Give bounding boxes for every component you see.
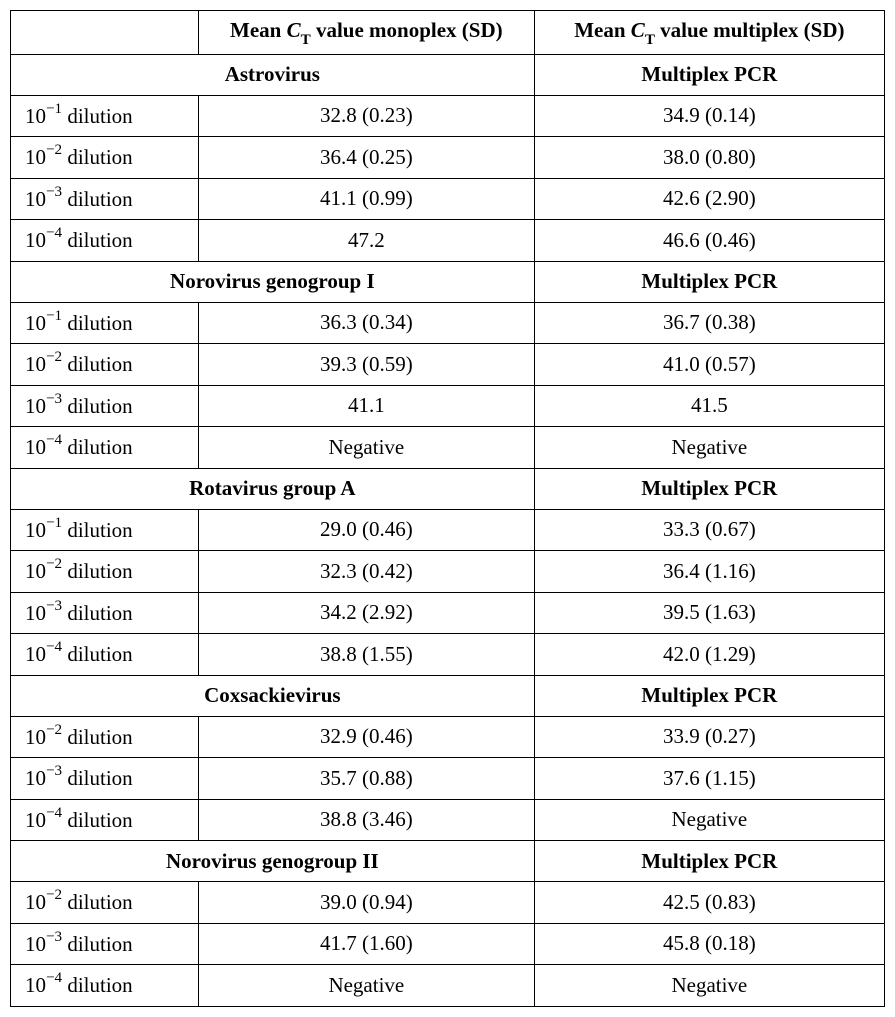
multiplex-cell: 38.0 (0.80) — [534, 137, 884, 179]
monoplex-cell: 38.8 (3.46) — [198, 799, 534, 841]
dilution-cell: 10−3 dilution — [11, 923, 199, 965]
multiplex-cell: 36.7 (0.38) — [534, 302, 884, 344]
dilution-cell: 10−2 dilution — [11, 137, 199, 179]
section-row: AstrovirusMultiplex PCR — [11, 54, 885, 95]
table-row: 10−4 dilution47.246.6 (0.46) — [11, 220, 885, 262]
table-row: 10−1 dilution36.3 (0.34)36.7 (0.38) — [11, 302, 885, 344]
monoplex-cell: 32.3 (0.42) — [198, 551, 534, 593]
monoplex-cell: 38.8 (1.55) — [198, 634, 534, 676]
section-label-right: Multiplex PCR — [534, 468, 884, 509]
section-label-right: Multiplex PCR — [534, 841, 884, 882]
multiplex-cell: Negative — [534, 799, 884, 841]
table-row: 10−4 dilutionNegativeNegative — [11, 427, 885, 469]
dilution-cell: 10−3 dilution — [11, 758, 199, 800]
multiplex-cell: 45.8 (0.18) — [534, 923, 884, 965]
monoplex-cell: 41.1 — [198, 385, 534, 427]
multiplex-cell: 46.6 (0.46) — [534, 220, 884, 262]
multiplex-cell: 33.9 (0.27) — [534, 716, 884, 758]
table-row: 10−2 dilution32.9 (0.46)33.9 (0.27) — [11, 716, 885, 758]
monoplex-cell: 32.8 (0.23) — [198, 95, 534, 137]
dilution-cell: 10−4 dilution — [11, 634, 199, 676]
table-row: 10−3 dilution41.7 (1.60)45.8 (0.18) — [11, 923, 885, 965]
table-row: 10−1 dilution32.8 (0.23)34.9 (0.14) — [11, 95, 885, 137]
section-label-left: Norovirus genogroup I — [11, 261, 535, 302]
dilution-cell: 10−1 dilution — [11, 95, 199, 137]
table-row: 10−3 dilution41.1 (0.99)42.6 (2.90) — [11, 178, 885, 220]
monoplex-cell: 34.2 (2.92) — [198, 592, 534, 634]
section-row: CoxsackievirusMultiplex PCR — [11, 675, 885, 716]
multiplex-cell: 36.4 (1.16) — [534, 551, 884, 593]
monoplex-cell: Negative — [198, 965, 534, 1007]
multiplex-cell: 33.3 (0.67) — [534, 509, 884, 551]
section-label-right: Multiplex PCR — [534, 54, 884, 95]
multiplex-cell: Negative — [534, 965, 884, 1007]
monoplex-cell: 36.4 (0.25) — [198, 137, 534, 179]
table-row: 10−2 dilution32.3 (0.42)36.4 (1.16) — [11, 551, 885, 593]
monoplex-cell: 32.9 (0.46) — [198, 716, 534, 758]
dilution-cell: 10−4 dilution — [11, 427, 199, 469]
section-row: Rotavirus group AMultiplex PCR — [11, 468, 885, 509]
section-label-left: Norovirus genogroup II — [11, 841, 535, 882]
section-label-right: Multiplex PCR — [534, 675, 884, 716]
section-row: Norovirus genogroup IMultiplex PCR — [11, 261, 885, 302]
monoplex-cell: 39.3 (0.59) — [198, 344, 534, 386]
multiplex-cell: 37.6 (1.15) — [534, 758, 884, 800]
dilution-cell: 10−3 dilution — [11, 592, 199, 634]
dilution-cell: 10−3 dilution — [11, 385, 199, 427]
header-row: Mean CT value monoplex (SD)Mean CT value… — [11, 11, 885, 55]
monoplex-cell: 41.1 (0.99) — [198, 178, 534, 220]
dilution-cell: 10−3 dilution — [11, 178, 199, 220]
section-label-left: Rotavirus group A — [11, 468, 535, 509]
multiplex-cell: 41.5 — [534, 385, 884, 427]
dilution-cell: 10−1 dilution — [11, 509, 199, 551]
table-row: 10−4 dilution38.8 (3.46)Negative — [11, 799, 885, 841]
dilution-cell: 10−2 dilution — [11, 716, 199, 758]
section-label-left: Coxsackievirus — [11, 675, 535, 716]
multiplex-cell: 42.6 (2.90) — [534, 178, 884, 220]
multiplex-cell: 39.5 (1.63) — [534, 592, 884, 634]
monoplex-cell: 29.0 (0.46) — [198, 509, 534, 551]
monoplex-cell: 47.2 — [198, 220, 534, 262]
table-row: 10−1 dilution29.0 (0.46)33.3 (0.67) — [11, 509, 885, 551]
dilution-cell: 10−2 dilution — [11, 344, 199, 386]
monoplex-cell: Negative — [198, 427, 534, 469]
monoplex-cell: 36.3 (0.34) — [198, 302, 534, 344]
dilution-cell: 10−4 dilution — [11, 965, 199, 1007]
pcr-data-table: Mean CT value monoplex (SD)Mean CT value… — [10, 10, 885, 1007]
multiplex-cell: 34.9 (0.14) — [534, 95, 884, 137]
monoplex-cell: 41.7 (1.60) — [198, 923, 534, 965]
table-row: 10−4 dilutionNegativeNegative — [11, 965, 885, 1007]
header-multiplex: Mean CT value multiplex (SD) — [534, 11, 884, 55]
header-monoplex: Mean CT value monoplex (SD) — [198, 11, 534, 55]
multiplex-cell: 41.0 (0.57) — [534, 344, 884, 386]
table-row: 10−3 dilution35.7 (0.88)37.6 (1.15) — [11, 758, 885, 800]
table-row: 10−4 dilution38.8 (1.55)42.0 (1.29) — [11, 634, 885, 676]
table-row: 10−2 dilution36.4 (0.25)38.0 (0.80) — [11, 137, 885, 179]
section-label-left: Astrovirus — [11, 54, 535, 95]
dilution-cell: 10−4 dilution — [11, 799, 199, 841]
header-blank — [11, 11, 199, 55]
dilution-cell: 10−2 dilution — [11, 551, 199, 593]
table-row: 10−3 dilution41.141.5 — [11, 385, 885, 427]
dilution-cell: 10−4 dilution — [11, 220, 199, 262]
dilution-cell: 10−1 dilution — [11, 302, 199, 344]
section-label-right: Multiplex PCR — [534, 261, 884, 302]
table-row: 10−2 dilution39.3 (0.59)41.0 (0.57) — [11, 344, 885, 386]
multiplex-cell: 42.0 (1.29) — [534, 634, 884, 676]
multiplex-cell: Negative — [534, 427, 884, 469]
table-row: 10−3 dilution34.2 (2.92)39.5 (1.63) — [11, 592, 885, 634]
monoplex-cell: 35.7 (0.88) — [198, 758, 534, 800]
section-row: Norovirus genogroup IIMultiplex PCR — [11, 841, 885, 882]
